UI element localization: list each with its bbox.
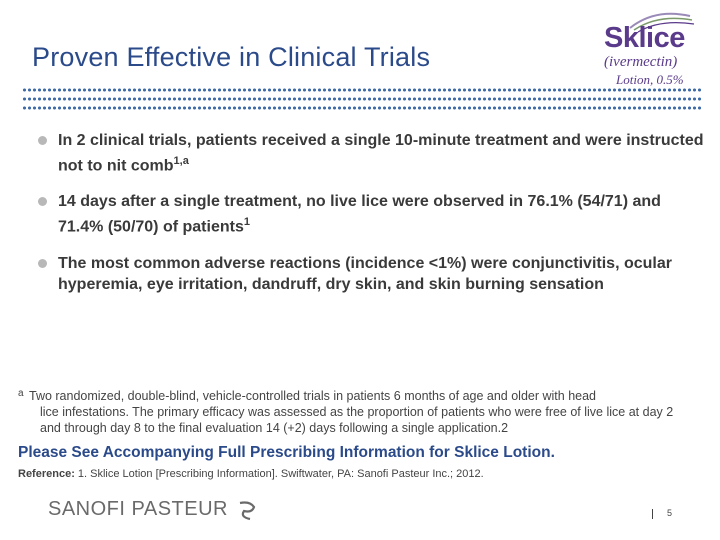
bullet-dot-icon — [38, 258, 47, 268]
logo-generic: (ivermectin) — [604, 54, 678, 70]
footnote-mark: a — [18, 388, 24, 399]
bullet-list: In 2 clinical trials, patients received … — [38, 130, 708, 310]
bullet-item: 14 days after a single treatment, no liv… — [38, 191, 708, 237]
dotted-divider — [22, 106, 702, 110]
bullet-text: In 2 clinical trials, patients received … — [58, 132, 704, 175]
logo-strength: Lotion, 0.5% — [616, 72, 684, 87]
bullet-text: The most common adverse reactions (incid… — [58, 254, 672, 293]
bullet-dot-icon — [38, 136, 47, 145]
sklice-logo: Sklice (ivermectin) Lotion, 0.5% — [600, 6, 700, 92]
bullet-text: 14 days after a single treatment, no liv… — [58, 193, 661, 236]
bullet-dot-icon — [38, 197, 47, 207]
prescribing-info-notice: Please See Accompanying Full Prescribing… — [18, 444, 555, 461]
bullet-superscript: 1,a — [173, 155, 189, 167]
company-name: SANOFI PASTEUR — [48, 498, 228, 520]
page-indicator: 5 — [652, 508, 672, 519]
reference: Reference: 1. Sklice Lotion [Prescribing… — [18, 468, 484, 480]
reference-text: 1. Sklice Lotion [Prescribing Informatio… — [77, 468, 484, 480]
bullet-item: In 2 clinical trials, patients received … — [38, 130, 708, 176]
slide-title: Proven Effective in Clinical Trials — [32, 42, 431, 72]
reference-label: Reference: — [18, 468, 75, 480]
footnote: a Two randomized, double-blind, vehicle-… — [18, 388, 678, 436]
page-number: 5 — [667, 508, 673, 518]
sanofi-mark-icon — [239, 501, 256, 520]
dotted-divider — [22, 88, 702, 92]
footnote-rest: lice infestations. The primary efficacy … — [40, 405, 674, 435]
sanofi-pasteur-logo: SANOFI PASTEUR — [48, 498, 258, 521]
swoosh-icon — [629, 12, 695, 33]
logo-brand: Sklice — [604, 22, 685, 54]
dotted-divider — [22, 97, 702, 101]
bullet-superscript: 1 — [243, 216, 250, 229]
page-divider — [652, 508, 653, 519]
bullet-item: The most common adverse reactions (incid… — [38, 253, 708, 295]
footnote-line1: Two randomized, double-blind, vehicle-co… — [29, 389, 596, 403]
